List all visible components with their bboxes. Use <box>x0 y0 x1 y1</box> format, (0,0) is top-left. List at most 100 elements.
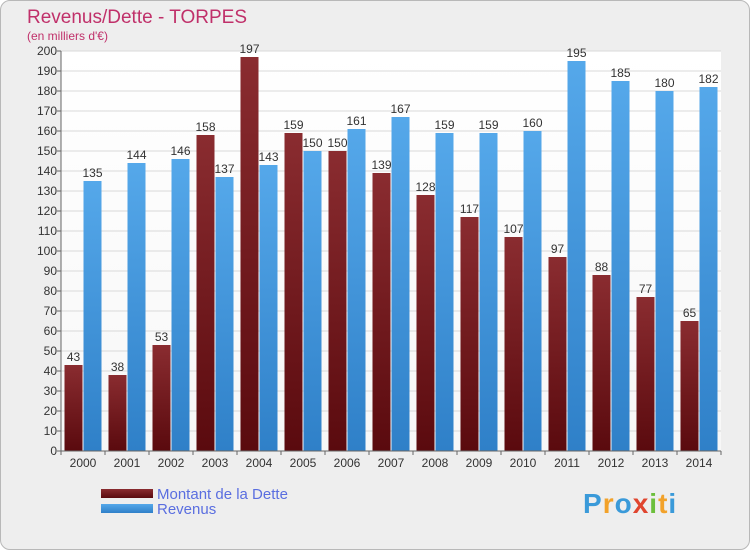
x-tick-label: 2012 <box>598 456 625 470</box>
revenue-value-label: 159 <box>434 118 454 132</box>
revenue-value-label: 160 <box>522 116 542 130</box>
revenue-value-label: 143 <box>258 150 278 164</box>
x-tick-label: 2013 <box>642 456 669 470</box>
logo-letter: r <box>602 488 615 519</box>
debt-bar <box>504 237 523 451</box>
y-tick-label: 160 <box>37 124 57 138</box>
debt-bar <box>680 321 699 451</box>
y-tick-label: 90 <box>44 264 58 278</box>
debt-bar <box>592 275 611 451</box>
y-tick-label: 10 <box>44 424 58 438</box>
x-tick-label: 2006 <box>334 456 361 470</box>
revenue-bar <box>567 61 586 451</box>
legend-swatch-debt <box>101 489 153 498</box>
y-tick-label: 100 <box>37 244 57 258</box>
x-tick-label: 2008 <box>422 456 449 470</box>
revenue-value-label: 180 <box>654 76 674 90</box>
logo-letter: x <box>632 488 650 519</box>
revenue-value-label: 135 <box>82 166 102 180</box>
revenue-bar <box>215 177 234 451</box>
y-tick-label: 20 <box>44 404 58 418</box>
debt-bar <box>460 217 479 451</box>
logo-letter: o <box>614 488 633 519</box>
debt-value-label: 107 <box>503 222 523 236</box>
logo-letter: P <box>583 488 603 519</box>
y-tick-label: 150 <box>37 144 57 158</box>
debt-value-label: 88 <box>595 260 609 274</box>
revenue-bar <box>611 81 630 451</box>
x-tick-label: 2003 <box>202 456 229 470</box>
revenue-value-label: 137 <box>214 162 234 176</box>
debt-bar <box>240 57 259 451</box>
debt-bar <box>636 297 655 451</box>
revenue-bar <box>303 151 322 451</box>
debt-value-label: 197 <box>239 42 259 56</box>
revenue-bar <box>347 129 366 451</box>
y-tick-label: 70 <box>44 304 58 318</box>
revenue-bar <box>127 163 146 451</box>
legend-label-debt: Montant de la Dette <box>157 486 288 503</box>
revenue-bar <box>435 133 454 451</box>
x-tick-label: 2002 <box>158 456 185 470</box>
debt-value-label: 53 <box>155 330 169 344</box>
x-tick-label: 2005 <box>290 456 317 470</box>
chart-title: Revenus/Dette - TORPES <box>27 7 248 28</box>
y-tick-label: 200 <box>37 44 57 58</box>
y-tick-label: 120 <box>37 204 57 218</box>
revenue-value-label: 182 <box>698 72 718 86</box>
x-tick-label: 2004 <box>246 456 273 470</box>
y-tick-label: 130 <box>37 184 57 198</box>
debt-value-label: 38 <box>111 360 125 374</box>
revenue-value-label: 146 <box>170 144 190 158</box>
revenue-bar <box>699 87 718 451</box>
x-tick-label: 2014 <box>686 456 713 470</box>
x-tick-label: 2011 <box>554 456 580 470</box>
y-tick-label: 180 <box>37 84 57 98</box>
legend-label-revenue: Revenus <box>157 501 216 518</box>
x-tick-label: 2007 <box>378 456 405 470</box>
revenue-bar <box>83 181 102 451</box>
debt-bar <box>108 375 127 451</box>
revenue-bar <box>391 117 410 451</box>
y-tick-label: 190 <box>37 64 57 78</box>
revenue-value-label: 150 <box>302 136 322 150</box>
revenue-value-label: 195 <box>566 46 586 60</box>
x-tick-label: 2000 <box>70 456 97 470</box>
revenue-bar <box>523 131 542 451</box>
debt-bar <box>372 173 391 451</box>
debt-value-label: 43 <box>67 350 81 364</box>
debt-value-label: 117 <box>460 202 479 216</box>
y-tick-label: 0 <box>50 444 57 458</box>
debt-bar <box>328 151 347 451</box>
x-tick-label: 2001 <box>114 456 141 470</box>
y-tick-label: 60 <box>44 324 58 338</box>
debt-value-label: 159 <box>283 118 303 132</box>
debt-bar <box>196 135 215 451</box>
debt-bar <box>548 257 567 451</box>
legend-swatch-revenue <box>101 504 153 513</box>
revenue-bar <box>479 133 498 451</box>
debt-bar <box>416 195 435 451</box>
y-tick-label: 140 <box>37 164 57 178</box>
revenue-value-label: 161 <box>346 114 366 128</box>
y-tick-label: 170 <box>37 104 57 118</box>
revenue-value-label: 159 <box>478 118 498 132</box>
debt-value-label: 128 <box>415 180 435 194</box>
revenue-value-label: 167 <box>390 102 410 116</box>
logo-letter: t <box>658 488 669 519</box>
y-tick-label: 30 <box>44 384 58 398</box>
chart-subtitle: (en milliers d'€) <box>27 29 108 43</box>
x-tick-label: 2009 <box>466 456 493 470</box>
debt-value-label: 97 <box>551 242 565 256</box>
revenue-bar <box>171 159 190 451</box>
debt-value-label: 150 <box>327 136 347 150</box>
y-tick-label: 40 <box>44 364 58 378</box>
logo-letter: i <box>668 488 678 519</box>
revenue-value-label: 185 <box>610 66 630 80</box>
revenue-bar <box>259 165 278 451</box>
debt-value-label: 65 <box>683 306 697 320</box>
debt-value-label: 77 <box>639 282 653 296</box>
